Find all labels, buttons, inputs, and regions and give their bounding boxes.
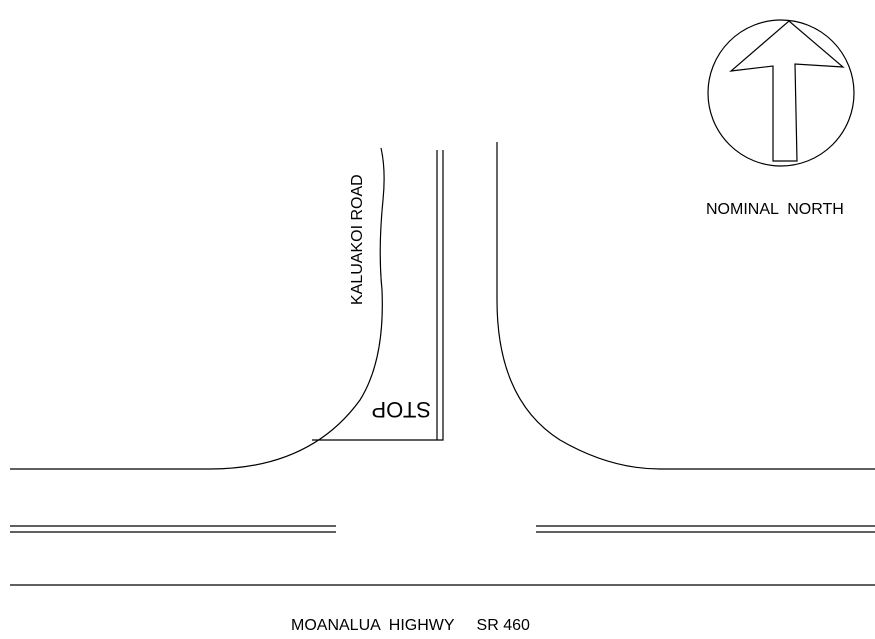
highway-label: MOANALUA HIGHWY SR 460 [291, 617, 530, 634]
north-arrow [729, 20, 845, 162]
stop-bar [312, 150, 444, 441]
north-label: NOMINAL NORTH [706, 201, 844, 218]
stop-label: STOP [371, 397, 431, 422]
east-curb [496, 142, 875, 470]
road-label: KALUAKOI ROAD [349, 174, 366, 305]
west-curb [10, 147, 385, 470]
north-circle [707, 19, 855, 167]
